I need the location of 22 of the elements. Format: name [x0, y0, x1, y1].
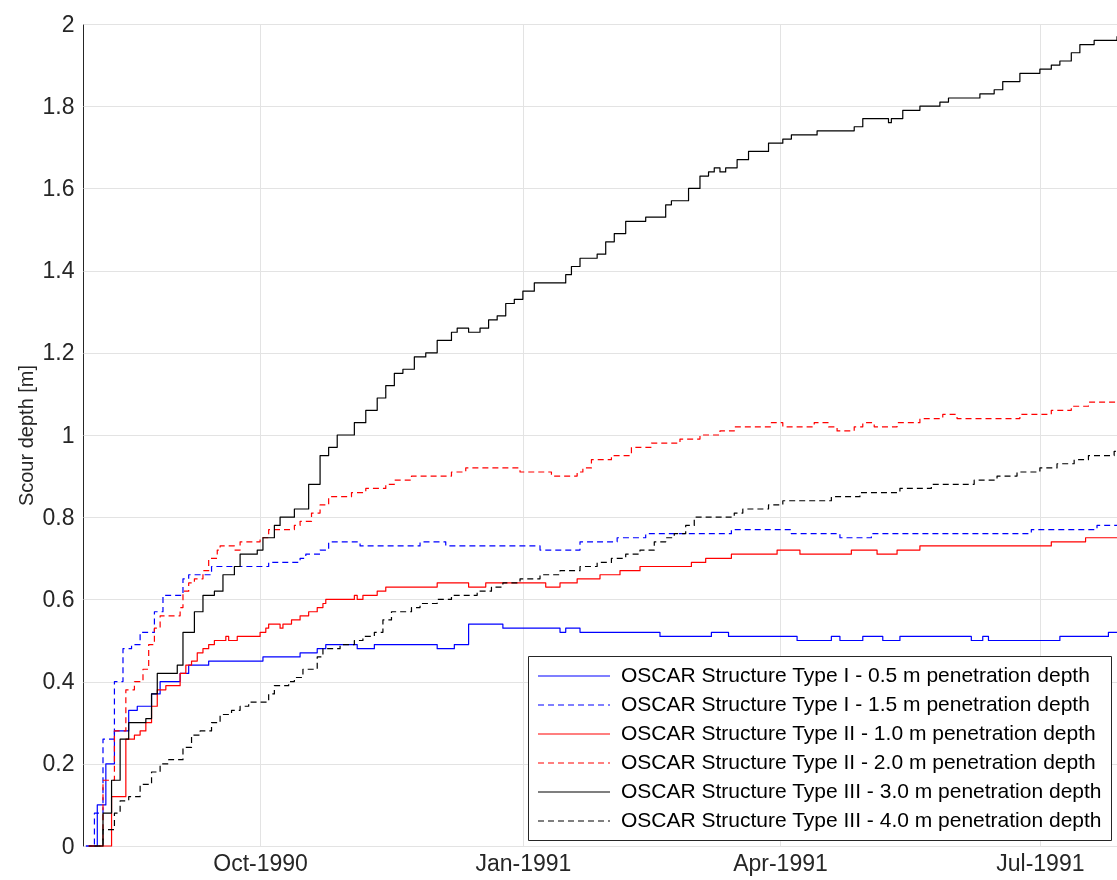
y-tick-label: 1.6	[42, 174, 75, 201]
y-tick-label: 0	[61, 832, 75, 859]
y-tick-label: 1	[61, 421, 75, 448]
y-tick-label: 0.4	[42, 668, 75, 695]
y-tick-label: 0.2	[42, 750, 75, 777]
y-tick-label: 1.4	[42, 257, 75, 284]
y-tick-label: 0.8	[42, 503, 75, 530]
legend-label: OSCAR Structure Type II - 2.0 m penetration depth	[621, 750, 1096, 773]
legend-label: OSCAR Structure Type III - 4.0 m penetration depth	[621, 808, 1102, 831]
x-tick-label: Jan-1991	[475, 849, 572, 876]
legend-label: OSCAR Structure Type I - 0.5 m penetration depth	[621, 663, 1090, 686]
x-tick-label: Oct-1990	[213, 849, 308, 876]
y-axis-title: Scour depth [m]	[14, 364, 37, 507]
y-tick-label: 2	[61, 10, 75, 37]
x-tick-label: Apr-1991	[733, 849, 828, 876]
legend-label: OSCAR Structure Type III - 3.0 m penetration depth	[621, 779, 1102, 802]
y-tick-label: 1.2	[42, 339, 75, 366]
x-tick-label: Jul-1991	[996, 849, 1085, 876]
y-tick-label: 0.6	[42, 585, 75, 612]
legend-label: OSCAR Structure Type I - 1.5 m penetration depth	[621, 692, 1090, 715]
legend-label: OSCAR Structure Type II - 1.0 m penetration depth	[621, 721, 1096, 744]
y-tick-label: 1.8	[42, 92, 75, 119]
